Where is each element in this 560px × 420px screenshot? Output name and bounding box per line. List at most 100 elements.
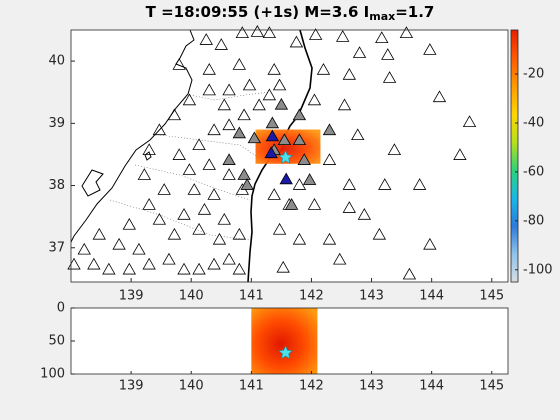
station (207, 123, 221, 136)
plot-layer (67, 25, 477, 374)
station (152, 212, 167, 225)
station (264, 146, 278, 159)
x-tick-label: 144 (419, 289, 444, 304)
station (337, 98, 352, 111)
depth-grid (251, 308, 318, 374)
station (237, 168, 251, 180)
station (192, 222, 206, 235)
y-tick-label: 39 (48, 116, 65, 131)
station (462, 115, 477, 127)
station (222, 153, 236, 165)
station (292, 178, 307, 190)
station (352, 46, 367, 58)
station (378, 178, 392, 190)
station (336, 30, 350, 42)
station (333, 252, 347, 265)
colorbar-tick-label: -100 (523, 262, 553, 277)
station (387, 143, 402, 155)
station (202, 158, 216, 170)
station (297, 153, 311, 165)
station (112, 237, 126, 250)
station (192, 262, 206, 275)
station (177, 262, 191, 275)
station (182, 163, 197, 175)
station (172, 148, 186, 160)
station (307, 93, 322, 106)
station (262, 88, 277, 101)
station (217, 98, 231, 111)
station (232, 126, 246, 139)
epicenter-depth (278, 345, 294, 360)
station (222, 118, 236, 131)
station (262, 26, 277, 39)
station (284, 198, 299, 210)
station (87, 257, 101, 270)
station (322, 153, 337, 165)
station (222, 83, 236, 96)
colorbar-tick-label: -80 (523, 213, 544, 228)
station (252, 98, 266, 111)
station (177, 207, 191, 220)
x-tick-label: 140 (179, 289, 204, 304)
station (207, 257, 221, 270)
x-tick-label: 143 (359, 379, 384, 394)
title-tail: =1.7 (395, 3, 434, 21)
station (250, 25, 265, 37)
station (342, 178, 356, 190)
station (235, 26, 250, 39)
x-tick-label: 142 (299, 379, 324, 394)
station (157, 183, 171, 195)
x-tick-label: 139 (119, 289, 144, 304)
station (247, 131, 262, 144)
station (92, 227, 106, 240)
station (232, 58, 246, 70)
station (77, 242, 91, 255)
station (307, 198, 322, 210)
x-tick-label: 145 (479, 379, 504, 394)
station (202, 83, 216, 96)
station (423, 43, 437, 55)
station (372, 227, 387, 240)
station (399, 26, 414, 39)
station (423, 237, 437, 250)
station (316, 63, 331, 75)
depth-tick-label: 100 (40, 367, 65, 382)
station (132, 242, 146, 255)
station (342, 67, 356, 80)
colorbar-tick-label: -60 (523, 164, 544, 179)
station (232, 227, 246, 240)
station (152, 123, 167, 136)
station (162, 252, 176, 265)
x-tick-label: 144 (419, 379, 444, 394)
station (292, 108, 307, 121)
station (202, 63, 216, 75)
station (265, 116, 280, 129)
station (167, 227, 182, 240)
station (172, 58, 186, 70)
station (217, 212, 231, 225)
station (237, 108, 251, 121)
station (232, 262, 246, 275)
station (212, 232, 227, 245)
colorbar-tick-label: -40 (523, 115, 544, 130)
station (187, 183, 201, 195)
station (167, 108, 182, 121)
station (322, 232, 337, 245)
station (322, 123, 337, 136)
x-tick-label: 142 (299, 289, 324, 304)
station (207, 188, 221, 200)
station (122, 217, 136, 230)
station (375, 31, 389, 43)
station (277, 133, 292, 146)
station (432, 90, 447, 103)
colorbar (510, 29, 519, 283)
colorbar-tick-label: -20 (523, 67, 544, 82)
station (242, 78, 257, 91)
station (199, 33, 213, 45)
station (197, 203, 212, 215)
station (272, 222, 287, 235)
station (272, 78, 287, 91)
station (453, 148, 467, 160)
station (222, 252, 236, 265)
